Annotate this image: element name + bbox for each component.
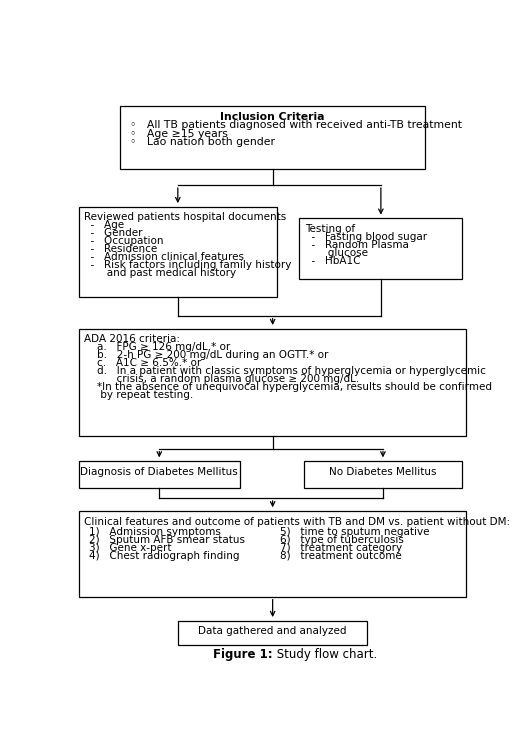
Text: ◦   Lao nation both gender: ◦ Lao nation both gender — [130, 136, 276, 147]
FancyBboxPatch shape — [79, 461, 239, 488]
FancyBboxPatch shape — [79, 329, 467, 436]
Text: -   Risk factors including family history: - Risk factors including family history — [84, 260, 292, 270]
Text: -   Admission clinical features: - Admission clinical features — [84, 253, 244, 262]
Text: 2)   Sputum AFB smear status: 2) Sputum AFB smear status — [89, 535, 245, 545]
Text: by repeat testing.: by repeat testing. — [84, 390, 194, 400]
Text: No Diabetes Mellitus: No Diabetes Mellitus — [329, 467, 437, 477]
FancyBboxPatch shape — [79, 207, 277, 296]
Text: 1)   Admission symptoms: 1) Admission symptoms — [89, 527, 221, 537]
Text: Figure 1:: Figure 1: — [213, 648, 272, 661]
Text: -   HbA1C: - HbA1C — [305, 256, 360, 266]
Text: c.   A1C ≥ 6.5%.* or: c. A1C ≥ 6.5%.* or — [84, 358, 202, 368]
Text: 8)   treatment outcome: 8) treatment outcome — [280, 551, 402, 561]
Text: Reviewed patients hospital documents: Reviewed patients hospital documents — [84, 213, 286, 222]
Text: Inclusion Criteria: Inclusion Criteria — [220, 112, 325, 122]
Text: *In the absence of unequivocal hyperglycemia, results should be confirmed: *In the absence of unequivocal hyperglyc… — [84, 382, 492, 392]
Text: Figure 1: Study flow chart.: Figure 1: Study flow chart. — [195, 648, 351, 661]
Text: -   Residence: - Residence — [84, 244, 157, 254]
Text: and past medical history: and past medical history — [84, 268, 236, 278]
Text: 7)   treatment category: 7) treatment category — [280, 543, 403, 553]
Text: glucose: glucose — [305, 248, 368, 258]
Text: b.   2-h PG ≥ 200 mg/dL during an OGTT.* or: b. 2-h PG ≥ 200 mg/dL during an OGTT.* o… — [84, 351, 329, 360]
Text: ◦   All TB patients diagnosed with received anti-TB treatment: ◦ All TB patients diagnosed with receive… — [130, 120, 462, 130]
Text: -   Gender: - Gender — [84, 228, 143, 238]
Text: 5)   time to sputum negative: 5) time to sputum negative — [280, 527, 430, 537]
Text: -   Random Plasma: - Random Plasma — [305, 240, 409, 250]
FancyBboxPatch shape — [300, 218, 462, 279]
Text: ◦   Age ≥15 years: ◦ Age ≥15 years — [130, 128, 228, 139]
Text: 3)   Gene x-pert: 3) Gene x-pert — [89, 543, 172, 553]
Text: a.   FPG ≥ 126 mg/dL.* or: a. FPG ≥ 126 mg/dL.* or — [84, 342, 230, 352]
Text: Study flow chart.: Study flow chart. — [272, 648, 377, 661]
Text: -   Fasting blood sugar: - Fasting blood sugar — [305, 232, 427, 242]
FancyBboxPatch shape — [178, 621, 368, 645]
Text: d.   In a patient with classic symptoms of hyperglycemia or hyperglycemic: d. In a patient with classic symptoms of… — [84, 366, 486, 376]
Text: crisis, a random plasma glucose ≥ 200 mg/dL.: crisis, a random plasma glucose ≥ 200 mg… — [84, 374, 360, 385]
Text: Data gathered and analyzed: Data gathered and analyzed — [198, 627, 347, 636]
FancyBboxPatch shape — [79, 510, 467, 596]
Text: Testing of: Testing of — [305, 224, 355, 234]
FancyBboxPatch shape — [120, 106, 425, 169]
Text: 4)   Chest radiograph finding: 4) Chest radiograph finding — [89, 551, 240, 561]
Text: -   Occupation: - Occupation — [84, 236, 164, 247]
Text: Diagnosis of Diabetes Mellitus: Diagnosis of Diabetes Mellitus — [80, 467, 238, 477]
Text: -   Age: - Age — [84, 220, 124, 231]
Text: 6)   type of tuberculosis: 6) type of tuberculosis — [280, 535, 404, 545]
FancyBboxPatch shape — [304, 461, 462, 488]
Text: Clinical features and outcome of patients with TB and DM vs. patient without DM:: Clinical features and outcome of patient… — [84, 516, 510, 526]
Text: ADA 2016 criteria:: ADA 2016 criteria: — [84, 334, 180, 345]
